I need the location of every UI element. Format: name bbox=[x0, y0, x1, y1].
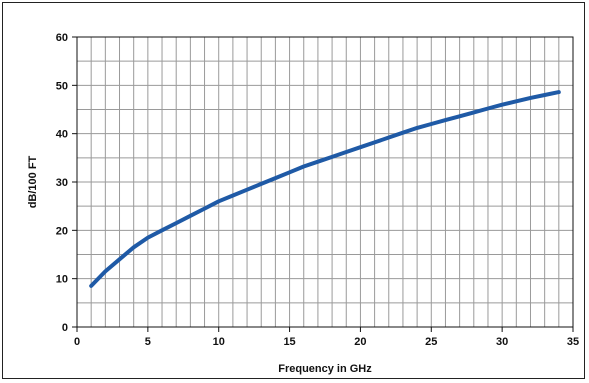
x-tick-labels: 0 5 10 15 20 25 30 35 bbox=[74, 336, 579, 348]
y-tick-label: 0 bbox=[62, 322, 68, 334]
x-tick-label: 15 bbox=[283, 336, 295, 348]
y-tick-label: 10 bbox=[56, 274, 68, 286]
x-tick-label: 0 bbox=[74, 336, 80, 348]
y-tick-label: 20 bbox=[56, 225, 68, 237]
y-tick-label: 50 bbox=[56, 80, 68, 92]
y-tick-label: 30 bbox=[56, 177, 68, 189]
x-tick-label: 5 bbox=[145, 336, 151, 348]
x-axis-label: Frequency in GHz bbox=[278, 363, 372, 375]
x-tick-label: 25 bbox=[425, 336, 437, 348]
x-tick-label: 30 bbox=[496, 336, 508, 348]
y-tick-labels: 0 10 20 30 40 50 60 bbox=[56, 32, 68, 334]
x-tick-label: 20 bbox=[354, 336, 366, 348]
y-axis-label: dB/100 FT bbox=[27, 155, 39, 208]
x-tick-label: 10 bbox=[213, 336, 225, 348]
x-tick-label: 35 bbox=[567, 336, 579, 348]
y-tick-label: 40 bbox=[56, 129, 68, 141]
series-line-loss bbox=[89, 90, 561, 288]
y-tick-label: 60 bbox=[56, 32, 68, 44]
major-gridlines bbox=[77, 84, 573, 280]
tick-marks bbox=[72, 36, 574, 332]
